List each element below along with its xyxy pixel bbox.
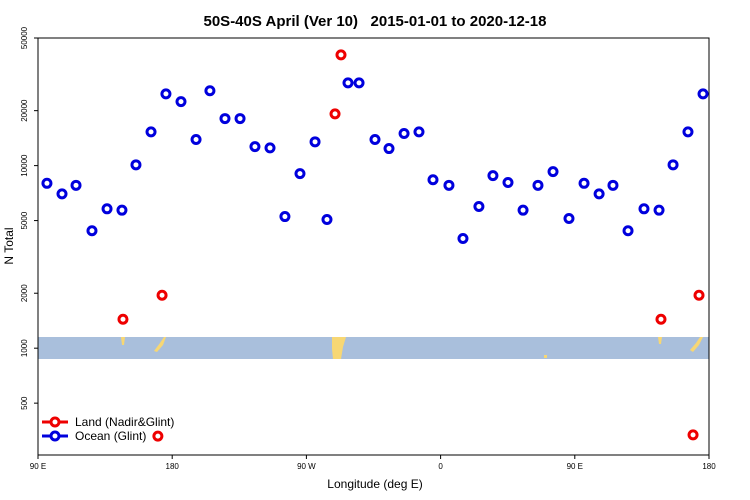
point	[156, 289, 168, 301]
point	[160, 88, 172, 100]
point	[353, 77, 365, 89]
legend-item: Ocean (Glint)	[42, 429, 146, 443]
x-tick-label: 90 W	[297, 462, 316, 471]
land-shapes	[121, 337, 703, 359]
legend-label: Ocean (Glint)	[75, 429, 146, 443]
plot-frame	[37, 37, 710, 456]
y-tick-label: 10000	[20, 154, 29, 177]
point	[667, 159, 679, 171]
x-axis-label: Longitude (deg E)	[327, 477, 422, 491]
y-tick-label: 20000	[20, 99, 29, 122]
point	[86, 225, 98, 237]
point	[130, 159, 142, 171]
point	[502, 177, 514, 189]
legend-item: Land (Nadir&Glint)	[42, 415, 174, 429]
point	[473, 201, 485, 213]
point	[309, 136, 321, 148]
point	[152, 430, 164, 442]
point	[687, 429, 699, 441]
point	[532, 179, 544, 191]
x-tick-label: 180	[702, 462, 716, 471]
legend-label: Land (Nadir&Glint)	[75, 415, 174, 429]
point	[578, 177, 590, 189]
y-tick-label: 5000	[20, 211, 29, 229]
x-tick-label: 0	[438, 462, 443, 471]
point	[234, 113, 246, 125]
y-tick-label: 50000	[20, 26, 29, 49]
x-tick-label: 180	[166, 462, 180, 471]
x-tick-label: 90 E	[30, 462, 46, 471]
point	[279, 211, 291, 223]
x-tick-label: 90 E	[567, 462, 583, 471]
point	[638, 203, 650, 215]
point	[369, 134, 381, 146]
point	[682, 126, 694, 138]
point	[622, 225, 634, 237]
point	[487, 170, 499, 182]
point	[70, 179, 82, 191]
point	[697, 88, 709, 100]
ocean-band	[38, 337, 709, 359]
y-tick-label: 2000	[20, 284, 29, 302]
point	[443, 179, 455, 191]
y-tick-label: 500	[20, 396, 29, 410]
point	[56, 188, 68, 200]
point	[116, 204, 128, 216]
point	[653, 204, 665, 216]
point	[190, 134, 202, 146]
point	[335, 49, 347, 61]
surface-strip	[38, 337, 709, 359]
chart-title: 50S-40S April (Ver 10) 2015-01-01 to 202…	[204, 13, 547, 30]
y-tick-label: 1000	[20, 339, 29, 357]
point	[593, 188, 605, 200]
point	[264, 142, 276, 154]
point	[413, 126, 425, 138]
point	[175, 96, 187, 108]
point	[342, 77, 354, 89]
point	[457, 232, 469, 244]
point	[249, 141, 261, 153]
legend-marker	[49, 430, 61, 442]
point	[563, 213, 575, 225]
point	[693, 289, 705, 301]
point	[547, 166, 559, 178]
point	[655, 313, 667, 325]
point	[321, 213, 333, 225]
point	[517, 204, 529, 216]
point	[294, 168, 306, 180]
point	[329, 108, 341, 120]
point	[607, 179, 619, 191]
point	[427, 174, 439, 186]
point	[219, 113, 231, 125]
y-axis-label: N Total	[2, 227, 16, 264]
point	[398, 127, 410, 139]
point	[101, 203, 113, 215]
point	[383, 143, 395, 155]
point	[117, 313, 129, 325]
point	[41, 177, 53, 189]
legend-marker	[49, 416, 61, 428]
point	[145, 126, 157, 138]
point	[204, 85, 216, 97]
